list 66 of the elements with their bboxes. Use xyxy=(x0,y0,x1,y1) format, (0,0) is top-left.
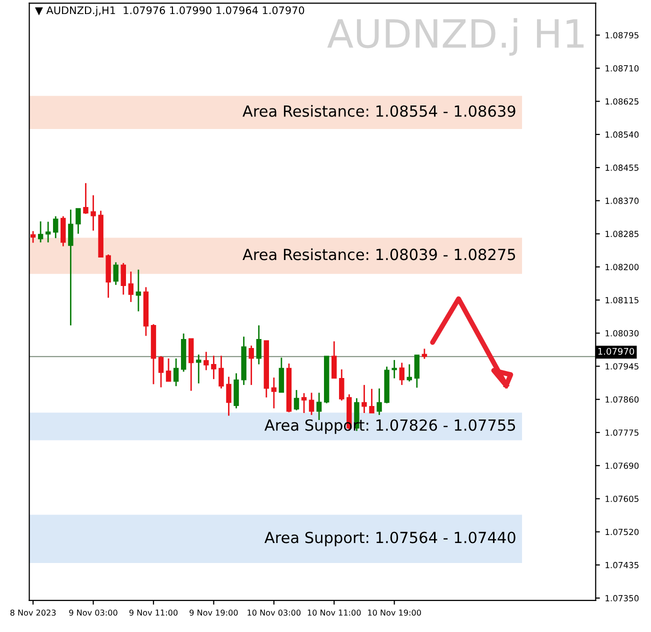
candlestick xyxy=(173,358,179,387)
candlestick xyxy=(166,358,172,382)
candlestick xyxy=(271,376,277,410)
y-tick-label: 1.08540 xyxy=(606,131,639,138)
x-tick-label: 9 Nov 19:00 xyxy=(190,610,238,616)
y-tick-label: 1.08030 xyxy=(606,330,639,336)
x-tick-label: 10 Nov 19:00 xyxy=(368,610,421,616)
x-tick-label: 9 Nov 03:00 xyxy=(69,610,118,616)
y-tick-label: 1.07605 xyxy=(606,496,638,502)
y-tick-label: 1.08795 xyxy=(606,32,638,38)
y-tick-label: 1.08200 xyxy=(606,264,639,270)
candlestick xyxy=(316,392,322,421)
y-tick-label: 1.08285 xyxy=(606,230,638,238)
candlestick xyxy=(76,208,81,234)
y-tick-label: 1.07350 xyxy=(606,595,639,602)
candlestick xyxy=(422,348,428,360)
candlestick xyxy=(83,182,88,215)
y-tick-label: 1.08370 xyxy=(606,198,639,204)
band-label: Area Resistance: 1.08554 - 1.08639 xyxy=(242,105,516,117)
candlestick xyxy=(218,355,224,390)
candlestick xyxy=(120,262,126,296)
candlestick xyxy=(294,389,300,411)
x-tick-label: 10 Nov 11:00 xyxy=(308,610,361,616)
y-tick-label: 1.07520 xyxy=(606,528,639,536)
candlestick xyxy=(339,368,344,402)
candlestick xyxy=(226,376,232,416)
y-tick-label: 1.08710 xyxy=(606,65,639,72)
candlestick xyxy=(128,270,134,303)
candlestick xyxy=(399,362,404,386)
candlestick xyxy=(414,354,420,388)
candlestick xyxy=(362,384,367,414)
candlestick xyxy=(136,268,142,312)
x-tick-label: 10 Nov 03:00 xyxy=(248,610,301,616)
candlestick xyxy=(196,354,202,384)
y-tick-label: 1.07945 xyxy=(606,363,638,370)
candlestick xyxy=(211,355,216,380)
candlestick xyxy=(301,392,307,414)
candlestick xyxy=(113,262,118,286)
y-tick-label: 1.08115 xyxy=(606,297,638,304)
candlestick xyxy=(53,216,58,239)
annotation: ▼ AUDNZD.j,H1 1.07976 1.07990 1.07964 1.07970 xyxy=(34,6,304,16)
candlestick xyxy=(332,340,337,380)
y-tick-label: 1.07860 xyxy=(606,396,639,403)
candlestick xyxy=(308,392,314,416)
y-tick-label: 1.07690 xyxy=(606,462,639,469)
candlestick xyxy=(392,359,397,380)
x-tick-label: 9 Nov 11:00 xyxy=(129,610,178,616)
band-label: Area Resistance: 1.08039 - 1.08275 xyxy=(242,248,516,260)
candlestick xyxy=(158,355,164,388)
candlestick xyxy=(204,351,209,371)
ref-line-label: 1.07970 xyxy=(598,348,634,355)
y-tick-label: 1.07435 xyxy=(606,562,638,568)
y-tick-label: 1.08455 xyxy=(606,164,638,171)
candlestick xyxy=(30,230,36,244)
candlestick xyxy=(68,208,74,326)
candlestick xyxy=(38,220,44,244)
candlestick xyxy=(90,194,96,232)
y-tick-label: 1.07775 xyxy=(606,429,638,436)
candlestick xyxy=(369,388,374,414)
x-tick-label: 8 Nov 2023 xyxy=(10,610,56,616)
y-tick-label: 1.08625 xyxy=(606,98,638,105)
candlestick xyxy=(46,221,51,244)
band-label: Area Support: 1.07564 - 1.07440 xyxy=(264,532,516,546)
candlestick xyxy=(376,388,382,416)
candlestick xyxy=(248,344,254,386)
candlestick xyxy=(256,324,262,366)
